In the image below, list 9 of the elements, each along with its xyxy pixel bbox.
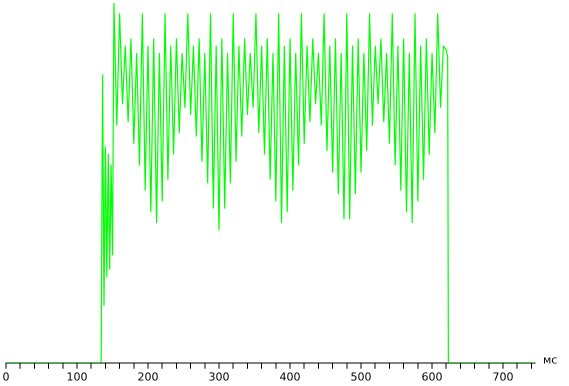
x-tick-label: 500 xyxy=(350,370,372,384)
x-tick-label: 100 xyxy=(66,370,88,384)
x-axis-title: мс xyxy=(543,354,558,367)
x-tick-label: 400 xyxy=(280,370,301,384)
x-tick-label: 600 xyxy=(422,370,443,384)
x-tick-label: 200 xyxy=(138,370,159,384)
x-tick-label: 0 xyxy=(2,370,10,384)
x-tick-label: 700 xyxy=(492,370,514,384)
x-tick-label: 300 xyxy=(208,370,230,384)
